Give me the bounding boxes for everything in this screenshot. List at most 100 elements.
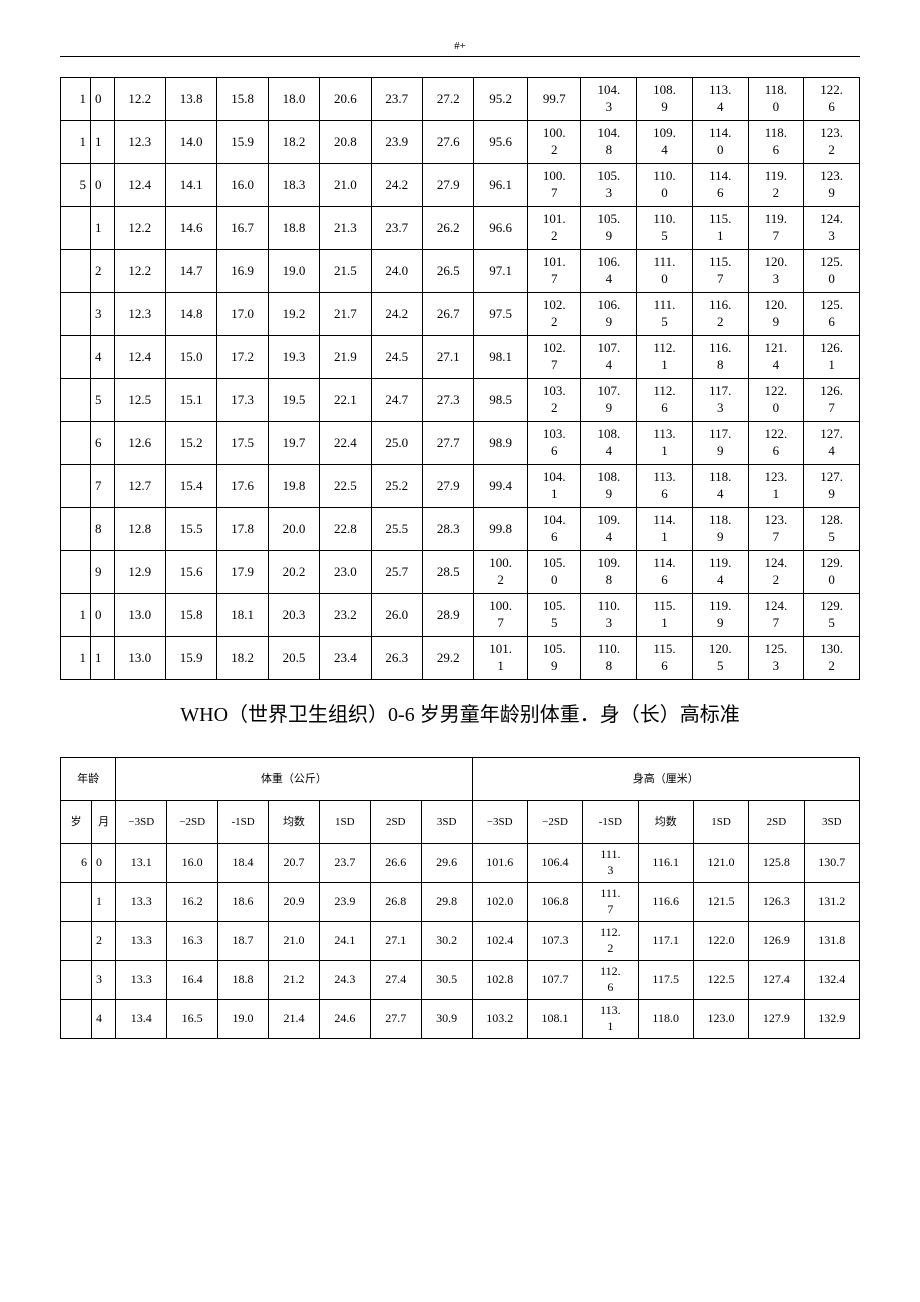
data-cell: 109.8 bbox=[581, 551, 637, 594]
data-cell: 100.7 bbox=[474, 594, 528, 637]
data-cell: 24.6 bbox=[319, 1000, 370, 1039]
data-cell: 23.7 bbox=[371, 78, 422, 121]
data-cell: 117.1 bbox=[638, 922, 693, 961]
age-year bbox=[61, 922, 92, 961]
age-year: 1 bbox=[61, 637, 91, 680]
header-mark: #+ bbox=[60, 40, 860, 57]
data-cell: 21.5 bbox=[320, 250, 371, 293]
data-cell: 102.7 bbox=[527, 336, 581, 379]
data-cell: 26.3 bbox=[371, 637, 422, 680]
hdr-sd: -1SD bbox=[218, 801, 269, 844]
data-cell: 18.8 bbox=[218, 961, 269, 1000]
data-cell: 12.6 bbox=[114, 422, 165, 465]
data-cell: 12.2 bbox=[114, 207, 165, 250]
data-cell: 118.0 bbox=[748, 78, 804, 121]
data-cell: 27.3 bbox=[422, 379, 473, 422]
data-cell: 119.4 bbox=[692, 551, 748, 594]
data-cell: 20.2 bbox=[268, 551, 319, 594]
data-cell: 23.2 bbox=[320, 594, 371, 637]
data-cell: 98.5 bbox=[474, 379, 528, 422]
data-cell: 14.0 bbox=[165, 121, 216, 164]
data-cell: 16.2 bbox=[167, 883, 218, 922]
section-title: WHO（世界卫生组织）0-6 岁男童年龄别体重．身（长）高标准 bbox=[60, 698, 860, 727]
data-cell: 111.0 bbox=[637, 250, 693, 293]
data-cell: 19.2 bbox=[268, 293, 319, 336]
age-month: 2 bbox=[91, 922, 115, 961]
data-cell: 108.9 bbox=[581, 465, 637, 508]
data-cell: 12.9 bbox=[114, 551, 165, 594]
hdr-age: 年龄 bbox=[61, 758, 116, 801]
age-year bbox=[61, 250, 91, 293]
data-cell: 123.0 bbox=[693, 1000, 748, 1039]
age-year bbox=[61, 551, 91, 594]
hdr-sd: 均数 bbox=[638, 801, 693, 844]
age-month: 3 bbox=[91, 961, 115, 1000]
age-month: 1 bbox=[91, 883, 115, 922]
data-cell: 115.7 bbox=[692, 250, 748, 293]
data-cell: 13.1 bbox=[116, 844, 167, 883]
data-cell: 24.2 bbox=[371, 164, 422, 207]
hdr-year: 岁 bbox=[61, 801, 92, 844]
data-cell: 18.3 bbox=[268, 164, 319, 207]
data-cell: 30.2 bbox=[421, 922, 472, 961]
data-cell: 112.6 bbox=[637, 379, 693, 422]
data-cell: 29.8 bbox=[421, 883, 472, 922]
data-cell: 114.6 bbox=[637, 551, 693, 594]
data-cell: 14.6 bbox=[165, 207, 216, 250]
age-year bbox=[61, 465, 91, 508]
data-cell: 21.0 bbox=[320, 164, 371, 207]
age-month: 0 bbox=[91, 844, 115, 883]
age-month: 4 bbox=[91, 1000, 115, 1039]
data-cell: 122.5 bbox=[693, 961, 748, 1000]
data-cell: 17.6 bbox=[217, 465, 268, 508]
data-cell: 27.7 bbox=[422, 422, 473, 465]
data-cell: 127.9 bbox=[749, 1000, 804, 1039]
data-cell: 25.0 bbox=[371, 422, 422, 465]
data-cell: 111.7 bbox=[583, 883, 638, 922]
age-month: 0 bbox=[90, 164, 114, 207]
data-cell: 103.2 bbox=[472, 1000, 527, 1039]
data-cell: 15.8 bbox=[217, 78, 268, 121]
data-cell: 16.9 bbox=[217, 250, 268, 293]
data-cell: 104.1 bbox=[527, 465, 581, 508]
data-cell: 112.6 bbox=[583, 961, 638, 1000]
data-cell: 110.3 bbox=[581, 594, 637, 637]
data-cell: 25.2 bbox=[371, 465, 422, 508]
data-cell: 17.0 bbox=[217, 293, 268, 336]
data-cell: 116.6 bbox=[638, 883, 693, 922]
data-cell: 107.7 bbox=[527, 961, 582, 1000]
data-cell: 16.0 bbox=[217, 164, 268, 207]
data-cell: 14.7 bbox=[165, 250, 216, 293]
data-cell: 96.6 bbox=[474, 207, 528, 250]
data-cell: 98.9 bbox=[474, 422, 528, 465]
age-year bbox=[61, 961, 92, 1000]
hdr-height: 身高（厘米） bbox=[472, 758, 859, 801]
age-month: 5 bbox=[90, 379, 114, 422]
data-cell: 95.2 bbox=[474, 78, 528, 121]
growth-table-1: 1012.213.815.818.020.623.727.295.299.710… bbox=[60, 77, 860, 680]
data-cell: 12.5 bbox=[114, 379, 165, 422]
data-cell: 117.9 bbox=[692, 422, 748, 465]
age-month: 7 bbox=[90, 465, 114, 508]
data-cell: 16.0 bbox=[167, 844, 218, 883]
data-cell: 107.3 bbox=[527, 922, 582, 961]
data-cell: 114.1 bbox=[637, 508, 693, 551]
age-month: 8 bbox=[90, 508, 114, 551]
data-cell: 26.2 bbox=[422, 207, 473, 250]
data-cell: 27.2 bbox=[422, 78, 473, 121]
data-cell: 19.0 bbox=[268, 250, 319, 293]
data-cell: 101.6 bbox=[472, 844, 527, 883]
age-year bbox=[61, 883, 92, 922]
data-cell: 123.7 bbox=[748, 508, 804, 551]
data-cell: 28.3 bbox=[422, 508, 473, 551]
age-month: 0 bbox=[90, 594, 114, 637]
data-cell: 108.4 bbox=[581, 422, 637, 465]
data-cell: 19.7 bbox=[268, 422, 319, 465]
age-month: 1 bbox=[90, 207, 114, 250]
hdr-sd: 2SD bbox=[749, 801, 804, 844]
data-cell: 121.4 bbox=[748, 336, 804, 379]
data-cell: 112.2 bbox=[583, 922, 638, 961]
data-cell: 15.4 bbox=[165, 465, 216, 508]
data-cell: 20.5 bbox=[268, 637, 319, 680]
data-cell: 109.4 bbox=[637, 121, 693, 164]
